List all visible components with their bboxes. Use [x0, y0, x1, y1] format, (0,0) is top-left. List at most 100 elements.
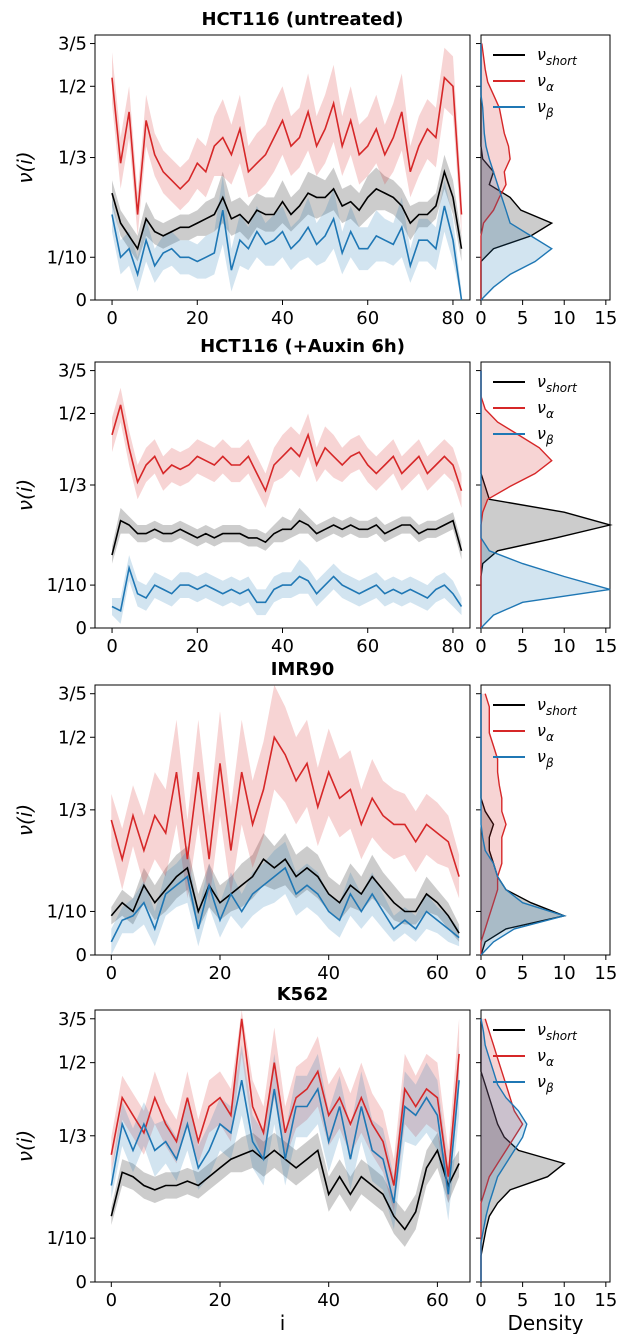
- y-tick-label: 3/5: [58, 34, 87, 55]
- legend-label-alpha: να: [537, 71, 554, 94]
- density-axis-label: Density: [507, 1311, 583, 1334]
- density-line-alpha: [480, 1018, 524, 1282]
- panel-title: HCT116 (+Auxin 6h): [200, 336, 405, 357]
- y-tick-label: 1/10: [47, 247, 87, 268]
- band-short: [111, 833, 460, 942]
- density-x-tick-label: 0: [475, 1290, 486, 1311]
- legend-label-beta: νβ: [537, 97, 554, 120]
- main-axes-frame: [94, 1009, 471, 1283]
- x-tick-label: 0: [106, 636, 117, 657]
- legend-label-short: νshort: [537, 1020, 578, 1043]
- y-tick-label: 0: [76, 1272, 87, 1293]
- legend-label-beta: νβ: [537, 424, 554, 447]
- panel-1: HCT116 (untreated) 0 1/10 1/3 1/2 3/5 0 20 40 60 8…: [13, 9, 617, 329]
- y-tick-label: 3/5: [58, 684, 87, 705]
- y-tick-label: 1/10: [47, 1228, 87, 1249]
- density-x-tick-label: 5: [517, 963, 528, 984]
- band-alpha: [112, 387, 462, 508]
- density-x-tick-label: 10: [553, 636, 576, 657]
- y-tick-label: 1/3: [58, 800, 87, 821]
- density-fill-short: [481, 1018, 565, 1282]
- density-fill-short: [481, 693, 565, 955]
- density-x-tick-label: 15: [594, 308, 617, 329]
- legend-label-alpha: να: [537, 1046, 554, 1069]
- legend: νshort να νβ: [493, 45, 578, 120]
- line-beta: [111, 205, 463, 301]
- x-tick-label: 60: [426, 963, 449, 984]
- density-x-tick-label: 15: [594, 636, 617, 657]
- line-beta: [110, 1080, 460, 1204]
- density-line-alpha: [480, 43, 511, 300]
- y-tick-label: 0: [76, 618, 87, 639]
- y-tick-label: 3/5: [58, 361, 87, 382]
- band-beta: [112, 555, 462, 624]
- density-x-tick-label: 5: [517, 308, 528, 329]
- legend-label-short: νshort: [537, 372, 578, 395]
- line-alpha: [110, 1018, 460, 1186]
- legend: νshort να νβ: [493, 695, 578, 770]
- legend: νshort να νβ: [493, 372, 578, 447]
- line-alpha: [111, 404, 463, 493]
- density-x-tick-label: 15: [594, 963, 617, 984]
- line-alpha: [111, 76, 463, 215]
- density-fill-alpha: [481, 43, 511, 300]
- y-tick-label: 1/3: [58, 475, 87, 496]
- line-short: [111, 168, 463, 251]
- density-x-tick-label: 0: [475, 963, 486, 984]
- line-alpha: [110, 735, 460, 877]
- legend-label-beta: νβ: [537, 747, 554, 770]
- density-line-short: [480, 1018, 566, 1282]
- y-axis-label: ν(i): [13, 479, 37, 511]
- panel-title: HCT116 (untreated): [201, 9, 403, 30]
- band-beta: [111, 1045, 460, 1230]
- x-tick-label: 20: [186, 308, 209, 329]
- panel-title: K562: [277, 984, 329, 1005]
- y-tick-label: 1/2: [58, 1053, 87, 1074]
- y-tick-label: 1/3: [58, 1126, 87, 1147]
- band-beta: [112, 176, 462, 300]
- x-tick-label: 80: [442, 308, 465, 329]
- legend-label-alpha: να: [537, 398, 554, 421]
- density-fill-beta: [481, 693, 565, 955]
- x-tick-label: 0: [106, 963, 117, 984]
- panel-title: IMR90: [271, 659, 335, 680]
- legend-label-beta: νβ: [537, 1072, 554, 1095]
- density-x-tick-label: 5: [517, 1290, 528, 1311]
- band-short: [112, 507, 462, 564]
- band-alpha: [111, 685, 460, 903]
- y-axis-label: ν(i): [13, 804, 37, 836]
- density-x-tick-label: 10: [553, 308, 576, 329]
- density-fill-beta: [481, 370, 610, 628]
- y-tick-label: 1/2: [58, 76, 87, 97]
- density-line-beta: [480, 370, 611, 629]
- density-x-tick-label: 10: [553, 1290, 576, 1311]
- x-tick-label: 20: [186, 636, 209, 657]
- y-tick-label: 0: [76, 290, 87, 311]
- x-tick-label: 60: [426, 1290, 449, 1311]
- density-axes-frame: [480, 1009, 611, 1283]
- x-tick-label: 40: [271, 308, 294, 329]
- density-fill-beta: [481, 43, 552, 300]
- y-tick-label: 1/10: [47, 901, 87, 922]
- band-alpha: [112, 47, 462, 236]
- x-tick-label: 0: [106, 1290, 117, 1311]
- legend: νshort να νβ: [493, 1020, 578, 1095]
- x-tick-label: 20: [209, 963, 232, 984]
- x-tick-label: 40: [317, 963, 340, 984]
- x-tick-label: 60: [356, 636, 379, 657]
- density-fill-short: [481, 43, 552, 300]
- density-axes-frame: [480, 34, 611, 301]
- x-tick-label: 60: [356, 308, 379, 329]
- line-beta: [110, 866, 460, 943]
- line-short: [110, 858, 460, 934]
- density-fill-alpha: [481, 1018, 523, 1282]
- legend-label-alpha: να: [537, 721, 554, 744]
- density-x-tick-label: 0: [475, 636, 486, 657]
- y-axis-label: ν(i): [13, 151, 37, 183]
- y-tick-label: 3/5: [58, 1009, 87, 1030]
- density-line-alpha: [480, 693, 507, 955]
- y-tick-label: 1/2: [58, 403, 87, 424]
- density-x-tick-label: 15: [594, 1290, 617, 1311]
- density-line-beta: [480, 693, 567, 956]
